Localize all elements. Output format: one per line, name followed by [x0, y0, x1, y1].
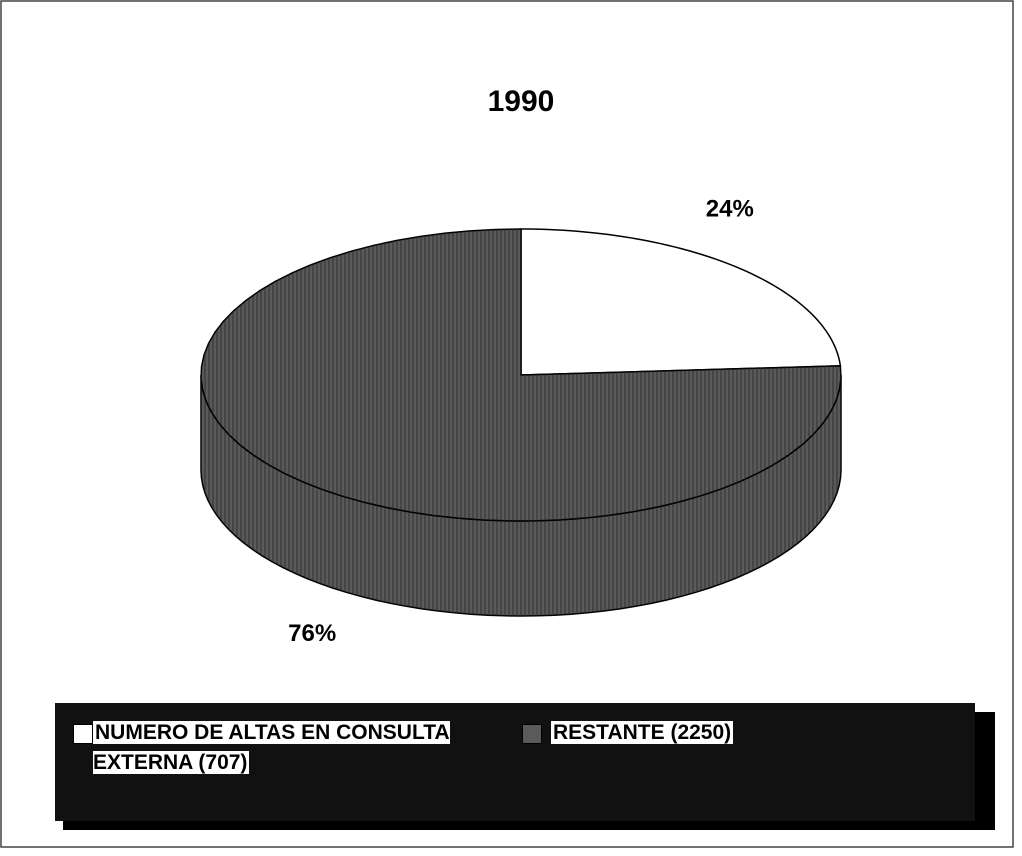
legend-entry: RESTANTE (2250) — [551, 718, 951, 748]
legend-label: NUMERO DE ALTAS EN CONSULTA EXTERNA (707… — [93, 721, 450, 774]
pie — [200, 228, 842, 617]
value-label: 76% — [288, 620, 336, 647]
legend-swatch — [522, 724, 542, 744]
legend-label: RESTANTE (2250) — [551, 721, 734, 744]
slice — [520, 228, 842, 376]
slice-hatch — [201, 229, 841, 521]
chart-title: 1990 — [488, 85, 555, 118]
slice-side-hatch — [201, 375, 841, 616]
legend-entry: NUMERO DE ALTAS EN CONSULTA EXTERNA (707… — [93, 718, 503, 778]
value-label: 24% — [706, 196, 754, 223]
legend-swatch — [73, 724, 93, 744]
